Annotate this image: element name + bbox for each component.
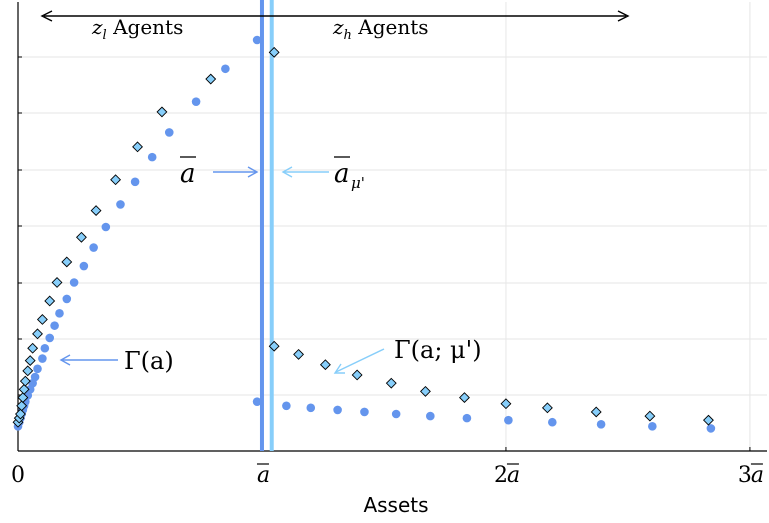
diamond-point-11 <box>36 314 48 325</box>
diamond-point-21 <box>268 46 280 58</box>
diamond-point-15 <box>75 231 87 243</box>
svg-text:3: 3 <box>738 463 752 488</box>
circle-point-23 <box>130 177 140 187</box>
diamond-point-19 <box>156 106 168 118</box>
circle-point-21 <box>101 222 111 232</box>
diamond-point-16 <box>90 205 102 217</box>
series-circles <box>13 35 716 433</box>
diamond-point-25 <box>351 369 363 381</box>
circle-point-11 <box>33 364 42 374</box>
circle-point-27 <box>221 64 230 74</box>
zl-z: z <box>91 15 103 39</box>
circle-point-29 <box>252 397 262 406</box>
circle-point-20 <box>89 243 98 252</box>
diamond-point-22 <box>268 340 280 352</box>
circle-point-17 <box>62 294 72 304</box>
diamond-point-3 <box>16 400 28 412</box>
diamond-point-27 <box>420 385 431 397</box>
circle-point-26 <box>191 97 201 106</box>
zh-z: z <box>332 15 344 39</box>
circle-point-24 <box>147 152 157 162</box>
abar-mu-annotation: a μ' <box>281 156 365 192</box>
circle-point-16 <box>55 309 64 318</box>
reference-lines <box>259 0 274 451</box>
svg-text:a: a <box>751 463 764 488</box>
diamond-point-29 <box>500 398 512 410</box>
circle-point-10 <box>30 372 40 382</box>
zh-agents-label: zh Agents <box>332 15 429 43</box>
zl-agents-label: zl Agents <box>91 15 183 43</box>
diamond-point-4 <box>17 392 29 404</box>
diamond-point-20 <box>205 73 217 85</box>
x-axis-label: Assets <box>363 493 428 517</box>
x-tick-label-1: a <box>256 463 270 488</box>
diamond-point-2 <box>15 408 26 420</box>
diamond-point-7 <box>22 365 34 377</box>
gamma-annotation: Γ(a) <box>59 347 174 375</box>
circle-point-36 <box>462 413 472 423</box>
circle-point-40 <box>648 422 657 431</box>
circle-point-19 <box>79 261 89 271</box>
svg-text:a: a <box>507 463 520 488</box>
circle-point-15 <box>50 321 59 330</box>
diamond-point-13 <box>51 277 63 288</box>
gamma-mu-label: Γ(a; μ') <box>394 336 482 364</box>
diamond-point-31 <box>590 406 602 418</box>
circle-point-33 <box>360 407 369 417</box>
diamond-point-12 <box>44 295 56 307</box>
circle-point-12 <box>38 354 47 363</box>
circle-point-13 <box>40 343 50 353</box>
circle-point-18 <box>69 278 79 287</box>
circle-point-25 <box>164 128 174 137</box>
diamond-point-9 <box>27 342 39 354</box>
diamond-point-33 <box>703 414 714 426</box>
diamond-point-24 <box>319 359 331 371</box>
svg-text:a: a <box>257 463 270 488</box>
abar-mu-label: a <box>334 159 350 189</box>
svg-text:0: 0 <box>11 463 25 488</box>
diamond-point-18 <box>132 141 143 153</box>
circle-point-32 <box>333 405 342 415</box>
diamond-point-30 <box>541 402 553 414</box>
circle-point-37 <box>504 415 513 425</box>
circle-point-22 <box>116 200 125 209</box>
diamond-point-26 <box>385 377 397 389</box>
svg-text:2: 2 <box>494 463 508 488</box>
gamma-mu-annotation: Γ(a; μ') <box>333 336 482 374</box>
diamond-point-14 <box>61 256 73 268</box>
circle-point-39 <box>596 419 606 429</box>
diamond-point-8 <box>24 355 36 367</box>
circle-point-38 <box>548 417 557 427</box>
gamma-label: Γ(a) <box>124 347 174 375</box>
diamond-point-28 <box>459 392 470 404</box>
abar-mu-sub: μ' <box>351 174 365 192</box>
circle-point-28 <box>252 35 262 45</box>
circle-point-41 <box>706 424 716 433</box>
diamond-point-6 <box>19 375 31 387</box>
grid-lines <box>17 2 767 451</box>
circle-point-30 <box>282 401 291 411</box>
series-diamonds <box>12 46 714 428</box>
diamond-point-32 <box>644 410 656 422</box>
diamond-point-5 <box>18 383 30 395</box>
abar-annotation: a <box>180 156 259 189</box>
agents-range-arrow <box>40 10 630 22</box>
axes <box>17 2 767 452</box>
circle-point-35 <box>426 411 435 421</box>
diamond-point-17 <box>110 174 122 186</box>
x-tick-label-0: 0 <box>11 463 25 488</box>
circle-point-31 <box>306 403 316 413</box>
diamond-point-10 <box>32 328 43 340</box>
circle-point-14 <box>45 333 55 343</box>
diamond-point-23 <box>293 348 305 360</box>
circle-point-34 <box>391 409 401 419</box>
abar-label: a <box>180 159 196 189</box>
